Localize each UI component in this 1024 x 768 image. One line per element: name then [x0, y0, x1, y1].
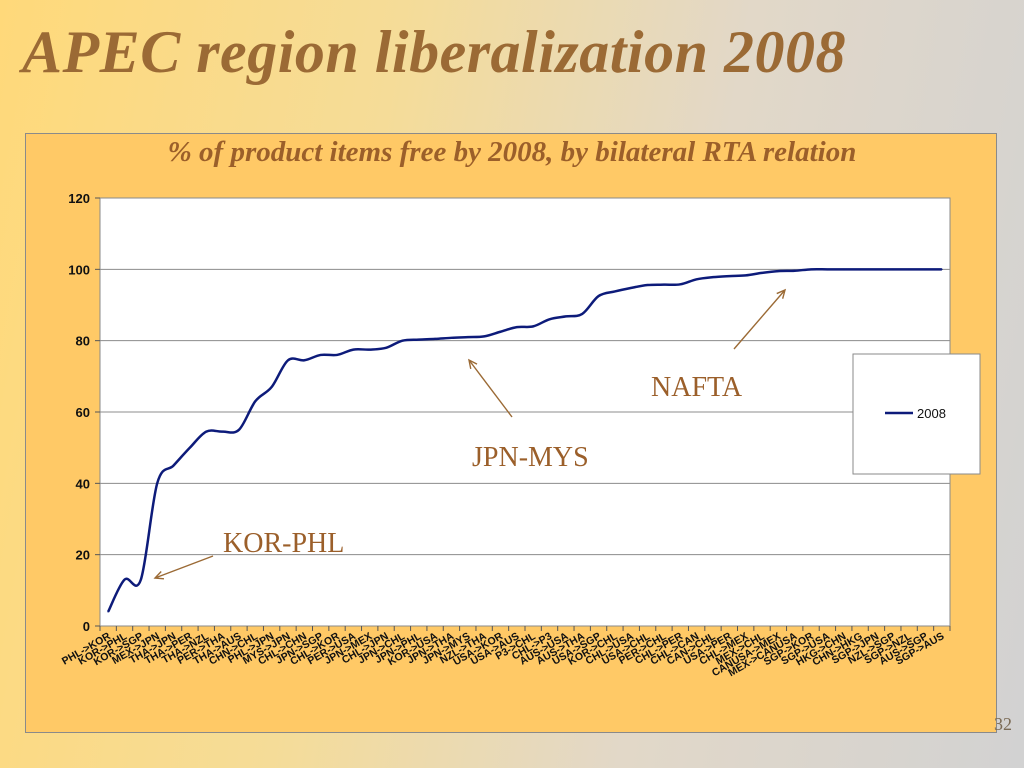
- data-point: [483, 335, 485, 338]
- data-point: [140, 578, 142, 581]
- data-point: [663, 283, 665, 286]
- annotation-arrowhead: [153, 570, 165, 580]
- data-point: [532, 325, 534, 328]
- annotation-arrow: [468, 359, 513, 418]
- annotation-arrow: [154, 555, 214, 579]
- data-point: [499, 330, 502, 333]
- data-point: [908, 268, 910, 271]
- y-tick-label: 60: [76, 405, 90, 420]
- data-point: [891, 268, 894, 271]
- data-point: [434, 338, 436, 340]
- page-number: 32: [994, 714, 1012, 734]
- data-point: [924, 268, 927, 271]
- data-point: [630, 287, 633, 289]
- data-point: [548, 318, 551, 321]
- data-point: [303, 359, 306, 362]
- annotation-arrow: [733, 289, 786, 350]
- data-point: [368, 348, 371, 351]
- data-point: [761, 272, 763, 274]
- data-point: [810, 268, 812, 271]
- data-point: [221, 430, 224, 433]
- data-point: [287, 359, 289, 362]
- annotation-label: JPN-MYS: [472, 442, 589, 473]
- series-line-2008: [107, 267, 942, 613]
- data-point: [516, 326, 518, 328]
- data-point: [859, 268, 861, 271]
- y-tick-label: 100: [68, 262, 90, 277]
- data-point: [123, 578, 126, 581]
- data-point: [270, 386, 273, 388]
- data-point: [842, 268, 845, 271]
- y-tick-label: 80: [76, 334, 90, 349]
- data-point: [695, 278, 698, 281]
- data-point: [826, 268, 829, 271]
- data-point: [450, 337, 453, 339]
- annotation-label: KOR-PHL: [223, 528, 344, 559]
- slide-title: APEC region liberalization 2008: [22, 19, 846, 85]
- data-point: [417, 338, 420, 341]
- data-point: [205, 430, 208, 433]
- data-point: [793, 269, 796, 272]
- data-point: [941, 268, 943, 271]
- data-point: [385, 347, 387, 349]
- data-point: [679, 283, 682, 286]
- data-point: [336, 354, 338, 356]
- data-point: [777, 270, 780, 272]
- data-point: [107, 610, 109, 613]
- data-point: [189, 446, 191, 449]
- data-point: [597, 295, 600, 297]
- y-tick-label: 40: [76, 476, 90, 491]
- data-point: [565, 315, 567, 318]
- data-point: [319, 354, 322, 356]
- annotation-arrowhead: [776, 288, 787, 299]
- y-tick-label: 0: [83, 619, 90, 634]
- y-tick-label: 120: [68, 191, 90, 206]
- annotation-arrowhead: [468, 358, 478, 369]
- legend-label: 2008: [917, 406, 946, 421]
- data-point: [401, 339, 404, 342]
- data-point: [581, 313, 584, 315]
- data-point: [156, 482, 159, 485]
- data-point: [352, 348, 355, 351]
- data-point: [712, 276, 714, 278]
- data-point: [254, 400, 257, 403]
- data-point: [875, 268, 878, 271]
- data-point: [614, 290, 616, 293]
- data-point: [728, 275, 731, 277]
- legend-box: [852, 353, 981, 475]
- data-point: [238, 429, 240, 431]
- data-point: [172, 464, 175, 467]
- data-point: [744, 274, 747, 277]
- data-point: [466, 336, 469, 338]
- data-point: [646, 284, 649, 286]
- y-tick-label: 20: [76, 548, 90, 563]
- annotation-label: NAFTA: [651, 372, 743, 403]
- chart-title: % of product items free by 2008, by bila…: [167, 136, 857, 168]
